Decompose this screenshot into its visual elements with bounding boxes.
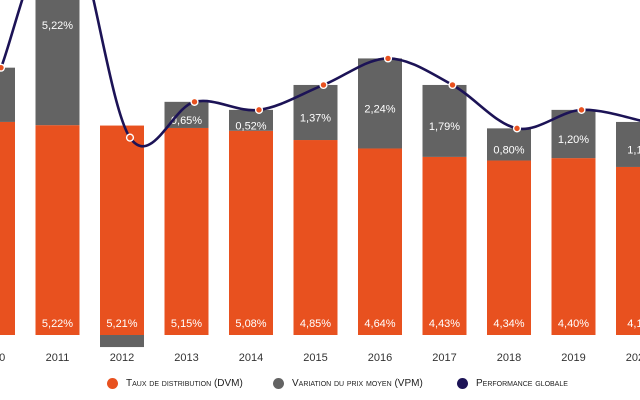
bar-distribution [487,160,531,335]
bar-distribution [0,121,15,335]
bar-distribution [35,125,80,335]
x-tick-label: 2018 [497,352,521,364]
bar-distribution [551,158,596,335]
x-tick-label: 2016 [368,352,392,364]
bar-label-variation: 2,24% [364,103,395,115]
line-point-performance [383,54,393,63]
x-tick-label: 2011 [46,352,70,364]
bar-label-variation: 0,80% [493,144,524,156]
legend-dot-performance [457,377,468,389]
x-tick-label: 2020 [626,352,640,364]
bar-variation [487,128,531,161]
bar-label-variation: 5,22% [42,20,73,32]
bar-label-variation: 0,52% [235,120,266,132]
line-point-performance [448,80,457,90]
bar-label-distribution: 5,08% [235,318,266,330]
bar-label-distribution: 4,34% [493,318,524,330]
legend-item-variation: Variation du prix moyen (VPM) [273,373,423,393]
legend-label-variation: Variation du prix moyen (VPM) [292,377,423,389]
bar-label-distribution: 4,64% [364,318,395,330]
bar-distribution [229,130,273,335]
x-tick-label: 2019 [561,352,585,364]
legend-item-performance: Performance globale [457,373,568,393]
legend-label-performance: Performance globale [476,377,568,389]
bar-variation [35,0,80,126]
x-tick-label: 2012 [110,352,134,364]
line-point-performance [125,133,135,142]
bar-variation [422,84,467,157]
bar-variation [0,67,15,122]
x-tick-label: 2014 [239,352,263,364]
bar-label-variation: 1,12 [627,144,640,156]
line-point-performance [254,105,264,114]
bar-label-distribution: 4,40% [558,318,589,330]
bar-variation [229,109,273,131]
bar-distribution [293,140,338,335]
bar-distribution [358,148,402,335]
legend-dot-distribution [107,377,118,389]
bar-label-variation: 1,79% [429,121,460,133]
bar-label-distribution: 4,18 [627,318,640,330]
x-tick-label: 2010 [0,352,5,364]
bar-variation [358,58,402,149]
bar-label-variation: 1,20% [558,134,589,146]
bar-distribution [164,127,209,335]
bar-variation [616,121,640,167]
legend: Taux de distribution (DVM) Variation du … [0,373,640,393]
x-tick-label: 2013 [174,352,198,364]
bar-variation [100,335,144,348]
bar-label-distribution: 5,21% [106,318,137,330]
bar-distribution [422,156,467,335]
line-point-performance [512,124,522,133]
bar-label-variation: 1,37% [300,112,331,124]
line-point-performance [319,80,328,90]
bar-distribution [100,125,144,335]
bar-label-distribution: 4,85% [300,318,331,330]
bar-label-distribution: 4,43% [429,318,460,330]
bar-label-variation: 0,65% [171,115,202,127]
bar-label-distribution: 5,15% [171,318,202,330]
legend-item-distribution: Taux de distribution (DVM) [107,373,243,393]
bar-distribution [616,166,640,335]
bar-label-distribution: 5,22% [42,318,73,330]
x-tick-label: 2017 [432,352,456,364]
x-tick-label: 2015 [303,352,327,364]
line-point-performance [0,63,6,72]
line-point-performance [577,105,586,114]
legend-label-distribution: Taux de distribution (DVM) [126,377,243,389]
line-point-performance [190,97,199,106]
legend-dot-variation [273,377,284,389]
